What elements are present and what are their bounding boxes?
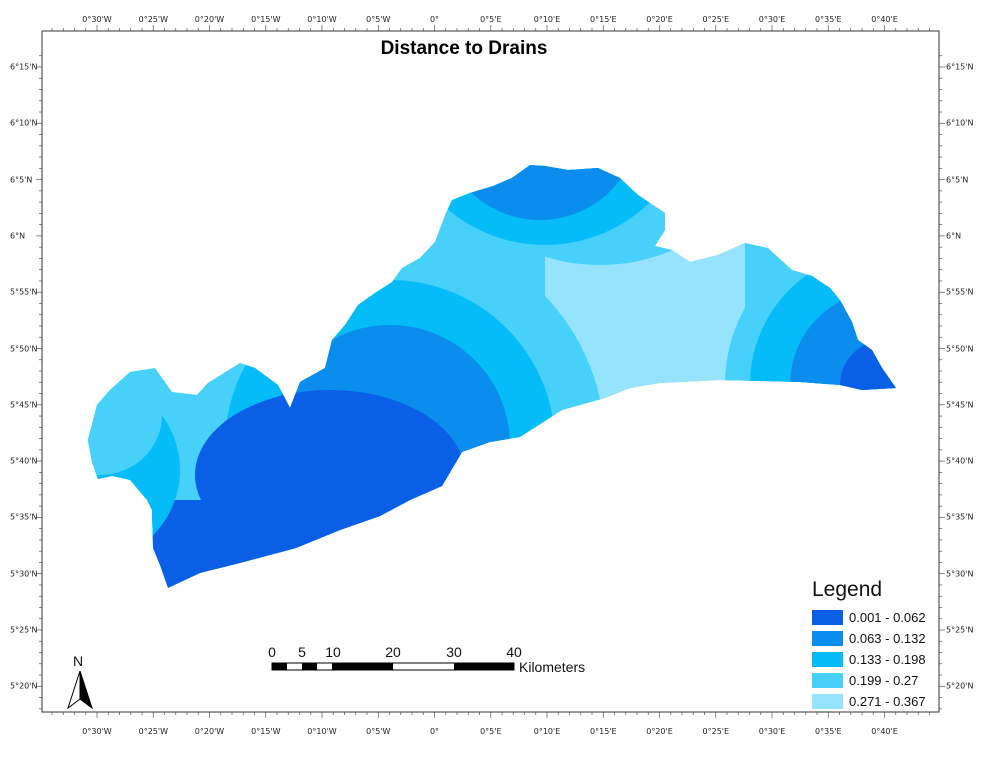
longitude-label-bottom: 0°15'E <box>590 727 617 736</box>
latitude-label-left: 5°50'N <box>10 344 38 353</box>
latitude-label-left: 5°45'N <box>10 400 38 410</box>
legend-label: 0.001 - 0.062 <box>849 609 926 625</box>
latitude-label-right: 5°45'N <box>946 400 974 410</box>
scale-bar <box>271 662 515 671</box>
scale-label-5: 5 <box>298 644 306 660</box>
legend-label: 0.271 - 0.367 <box>849 694 926 710</box>
latitude-label-right: 5°30'N <box>946 569 974 579</box>
legend-item: 0.271 - 0.367 <box>812 692 937 712</box>
legend-swatch <box>812 609 843 625</box>
map-title: Distance to Drains <box>380 38 548 59</box>
legend-label: 0.199 - 0.27 <box>849 673 919 689</box>
legend-item: 0.001 - 0.062 <box>812 607 937 627</box>
scale-segment <box>332 663 393 670</box>
longitude-label-bottom: 0°35'E <box>815 727 842 736</box>
longitude-label-bottom: 0°20'W <box>194 727 225 736</box>
longitude-label-bottom: 0°30'E <box>758 727 786 736</box>
longitude-label-bottom: 0°20'E <box>646 727 673 736</box>
class1-east-zone <box>840 340 896 430</box>
legend-label: 0.063 - 0.132 <box>849 630 926 646</box>
scale-segment <box>302 663 317 670</box>
longitude-label-bottom: 0°5'E <box>480 727 502 736</box>
scale-segment <box>454 663 514 670</box>
latitude-label-right: 5°25'N <box>946 625 974 635</box>
latitude-label-left: 5°20'N <box>10 681 38 691</box>
longitude-label-bottom: 0°5'W <box>366 727 391 736</box>
scale-segment <box>272 663 287 670</box>
latitude-label-right: 5°20'N <box>946 681 974 691</box>
longitude-label-top: 0°30'E <box>758 15 786 24</box>
longitude-label-top: 0°25'W <box>138 15 168 24</box>
scale-label-20: 20 <box>385 644 401 660</box>
scale-label-10: 10 <box>325 644 341 660</box>
latitude-label-left: 6°N <box>10 231 26 241</box>
longitude-label-bottom: 0°15'W <box>251 727 281 736</box>
class1-south-zone <box>150 500 310 588</box>
longitude-label-bottom: 0°10'E <box>533 727 561 736</box>
latitude-label-left: 5°55'N <box>10 287 38 297</box>
longitude-label-top: 0°5'W <box>366 15 391 24</box>
legend-item: 0.063 - 0.132 <box>812 628 937 648</box>
latitude-label-left: 5°40'N <box>10 456 38 466</box>
longitude-label-top: 0°40'E <box>871 15 898 24</box>
scale-unit: Kilometers <box>519 659 586 675</box>
north-arrow-icon <box>67 670 93 710</box>
latitude-label-right: 5°35'N <box>946 512 974 522</box>
legend-swatch <box>812 673 843 689</box>
latitude-label-left: 5°25'N <box>10 625 38 635</box>
latitude-label-right: 5°55'N <box>946 287 974 297</box>
legend-swatch <box>812 630 843 646</box>
longitude-label-top: 0°10'E <box>533 15 561 24</box>
longitude-label-top: 0°20'W <box>194 15 225 24</box>
longitude-label-bottom: 0°25'W <box>138 727 168 736</box>
legend-item: 0.133 - 0.198 <box>812 649 937 669</box>
scale-label-30: 30 <box>446 644 462 660</box>
legend-item: 0.199 - 0.27 <box>812 671 937 691</box>
latitude-label-right: 5°40'N <box>946 456 974 466</box>
latitude-label-right: 5°50'N <box>946 344 974 353</box>
north-label: N <box>73 653 84 669</box>
longitude-label-top: 0°30'W <box>82 15 112 24</box>
latitude-label-right: 6°15'N <box>946 62 974 72</box>
longitude-label-top: 0° <box>429 15 440 24</box>
latitude-label-left: 5°30'N <box>10 569 38 579</box>
legend: Legend 0.001 - 0.062 0.063 - 0.132 0.133… <box>812 578 937 713</box>
latitude-label-left: 6°15'N <box>10 62 38 72</box>
longitude-label-bottom: 0° <box>429 727 440 736</box>
longitude-label-top: 0°5'E <box>480 15 502 24</box>
longitude-label-top: 0°10'W <box>307 15 337 24</box>
longitude-label-top: 0°15'W <box>251 15 281 24</box>
latitude-label-right: 6°10'N <box>946 118 974 128</box>
longitude-label-bottom: 0°40'E <box>871 727 898 736</box>
latitude-label-right: 6°5'N <box>946 175 969 185</box>
latitude-label-left: 5°35'N <box>10 512 38 522</box>
latitude-label-left: 6°10'N <box>10 118 38 128</box>
longitude-label-bottom: 0°10'W <box>307 727 337 736</box>
latitude-label-left: 6°5'N <box>10 175 33 185</box>
legend-swatch <box>812 651 843 667</box>
longitude-label-bottom: 0°25'E <box>702 727 730 736</box>
legend-title: Legend <box>812 578 883 601</box>
longitude-label-top: 0°20'E <box>646 15 673 24</box>
latitude-label-right: 6°N <box>946 231 962 241</box>
class4-west-zone <box>88 355 162 475</box>
map-inner-border <box>41 30 940 713</box>
scale-label-40: 40 <box>506 644 522 660</box>
longitude-label-top: 0°25'E <box>702 15 730 24</box>
longitude-label-bottom: 0°30'W <box>82 727 112 736</box>
longitude-label-top: 0°35'E <box>815 15 842 24</box>
scale-label-0: 0 <box>268 644 276 660</box>
longitude-label-top: 0°15'E <box>590 15 617 24</box>
legend-swatch <box>812 694 843 710</box>
legend-label: 0.133 - 0.198 <box>849 651 926 667</box>
